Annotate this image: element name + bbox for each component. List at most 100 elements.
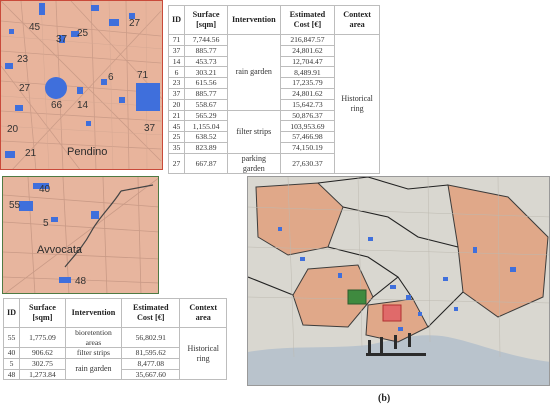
figure-caption: (b)	[378, 393, 391, 404]
table-row: 48 1,273.84 35,667.60	[2, 368, 227, 381]
pendino-interventions-table: ID Surface [sqm] Intervention Estimated …	[167, 5, 380, 175]
city-overview-map-graphic	[248, 177, 549, 385]
map-label-5: 5	[43, 218, 49, 229]
district-label-pendino: Pendino	[67, 146, 108, 158]
cell-id: 27	[167, 152, 186, 175]
map-label-66: 66	[51, 100, 63, 111]
avvocata-map: 40 55 5 48 Avvocata	[2, 176, 159, 294]
cell-cost: 74,150.19	[279, 141, 336, 154]
col-header-cost: Estimated Cost [€]	[279, 5, 336, 35]
cell-surface: 558.67	[184, 98, 229, 111]
cell-surface: 906.62	[19, 347, 66, 359]
pendino-map: 45 37 25 27 23 27 6 71 66 14 20 37 21 Pe…	[0, 0, 163, 170]
cell-cost: 27,630.37	[279, 152, 336, 175]
cell-cost: 17,235.79	[279, 77, 336, 89]
cell-surface: 453.73	[184, 55, 229, 68]
cell-cost: 81,595.62	[121, 347, 181, 359]
cell-intervention-filter-strips: filter strips	[227, 109, 281, 154]
cell-intervention: rain garden	[64, 357, 123, 381]
cell-id: 71	[167, 34, 186, 46]
cell-surface: 7,744.56	[184, 34, 229, 46]
col-header-surface: Surface [sqm]	[19, 298, 66, 328]
map-label-48: 48	[75, 276, 87, 287]
cell-surface: 302.75	[19, 357, 66, 370]
cell-cost: 24,801.62	[279, 87, 336, 100]
cell-id: 37	[167, 87, 186, 100]
map-label-55: 55	[9, 200, 21, 211]
cell-cost: 15,642.73	[279, 98, 336, 111]
map-label-40: 40	[39, 184, 51, 195]
cell-id: 23	[167, 77, 186, 89]
district-label-avvocata: Avvocata	[37, 244, 83, 256]
cell-id: 48	[2, 368, 21, 381]
col-header-context: Context area	[179, 298, 227, 328]
cell-context-area: Historical ring	[179, 326, 227, 381]
cell-cost: 216,847.57	[279, 34, 336, 46]
cell-cost: 35,667.60	[121, 368, 181, 381]
cell-id: 45	[167, 120, 186, 133]
col-header-intervention: Intervention	[227, 5, 281, 35]
table-row: 35 823.89 74,150.19	[167, 141, 380, 154]
avvocata-map-graphic	[3, 177, 158, 293]
cell-surface: 1,273.84	[19, 368, 66, 381]
city-overview-map	[247, 176, 550, 386]
cell-id: 25	[167, 131, 186, 143]
cell-cost: 103,953.69	[279, 120, 336, 133]
col-header-id: ID	[167, 5, 186, 35]
pendino-map-graphic	[1, 1, 162, 169]
map-label-37: 37	[56, 34, 68, 45]
col-header-surface: Surface [sqm]	[184, 5, 229, 35]
col-header-id: ID	[2, 298, 21, 328]
table-row: 25 638.52 57,466.98	[167, 131, 380, 143]
map-label-45: 45	[29, 22, 41, 33]
cell-id: 40	[2, 347, 21, 359]
cell-surface: 1,155.04	[184, 120, 229, 133]
cell-cost: 8,477.08	[121, 357, 181, 370]
cell-intervention: bioretention areas	[64, 327, 123, 348]
table-row: 37 885.77 24,801.62	[167, 44, 380, 57]
map-label-20: 20	[7, 124, 19, 135]
avvocata-interventions-table: ID Surface [sqm] Intervention Estimated …	[2, 298, 227, 381]
map-label-21: 21	[25, 148, 37, 159]
col-header-cost: Estimated Cost [€]	[121, 298, 181, 328]
cell-id: 37	[167, 44, 186, 57]
table-row: 55 1,775.09 bioretention areas 56,802.91…	[2, 326, 227, 381]
cell-surface: 638.52	[184, 131, 229, 143]
cell-intervention-parking-garden: parking garden	[227, 152, 281, 175]
cell-surface: 885.77	[184, 87, 229, 100]
cell-surface: 1,775.09	[19, 327, 66, 348]
cell-cost: 56,802.91	[121, 327, 181, 348]
cell-context-area: Historical ring	[334, 33, 380, 175]
cell-intervention-rain-garden: rain garden	[227, 34, 281, 111]
cell-surface: 885.77	[184, 44, 229, 57]
map-label-23: 23	[17, 54, 29, 65]
cell-intervention: filter strips	[64, 347, 123, 359]
cell-surface: 823.89	[184, 141, 229, 154]
cell-surface: 615.56	[184, 77, 229, 89]
cell-id: 5	[2, 357, 21, 370]
cell-cost: 8,489.91	[279, 66, 336, 79]
cell-cost: 57,466.98	[279, 131, 336, 143]
map-label-27: 27	[129, 18, 141, 29]
cell-surface: 667.87	[184, 152, 229, 175]
map-label-27b: 27	[19, 83, 31, 94]
map-label-25: 25	[77, 28, 89, 39]
cell-surface: 303.21	[184, 66, 229, 79]
map-label-37b: 37	[144, 123, 156, 134]
cell-id: 21	[167, 109, 186, 122]
map-label-6: 6	[108, 72, 114, 83]
map-label-14: 14	[77, 100, 89, 111]
table-row: 40 906.62 filter strips 81,595.62	[2, 347, 227, 359]
cell-cost: 24,801.62	[279, 44, 336, 57]
col-header-intervention: Intervention	[64, 298, 123, 328]
table-row: 71 7,744.56 rain garden 216,847.57 Histo…	[167, 33, 380, 175]
table-row: 45 1,155.04 103,953.69	[167, 120, 380, 133]
cell-id: 6	[167, 66, 186, 79]
cell-surface: 565.29	[184, 109, 229, 122]
cell-id: 35	[167, 141, 186, 154]
cell-cost: 50,876.37	[279, 109, 336, 122]
col-header-context: Context area	[334, 5, 380, 35]
cell-id: 55	[2, 327, 21, 348]
cell-id: 14	[167, 55, 186, 68]
cell-cost: 12,704.47	[279, 55, 336, 68]
